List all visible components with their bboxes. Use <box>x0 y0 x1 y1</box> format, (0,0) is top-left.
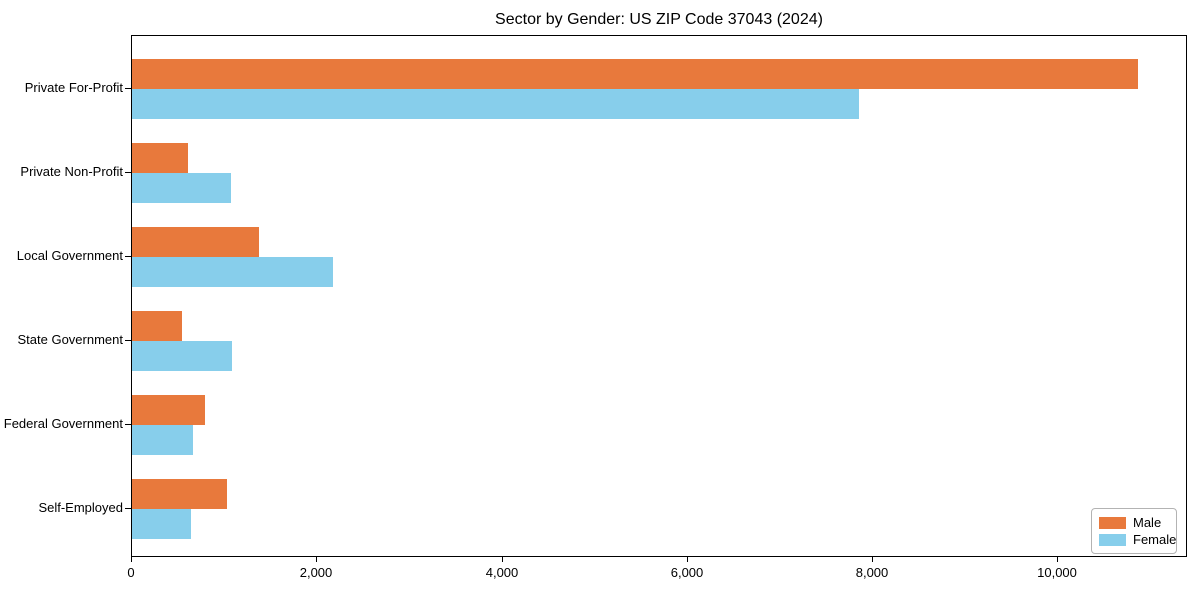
y-tick-label: Self-Employed <box>38 500 123 515</box>
y-tick-mark <box>125 424 131 425</box>
plot-area <box>131 35 1187 557</box>
y-tick-label: Local Government <box>16 248 123 263</box>
legend-label-male: Male <box>1133 515 1162 530</box>
bar-male-3 <box>132 227 259 257</box>
x-tick-label: 6,000 <box>670 565 704 580</box>
x-tick-label: 4,000 <box>485 565 519 580</box>
bar-male-6 <box>132 479 227 509</box>
bar-male-5 <box>132 395 205 425</box>
y-tick-mark <box>125 340 131 341</box>
y-tick-mark <box>125 88 131 89</box>
bar-female-4 <box>132 341 232 371</box>
y-tick-label: State Government <box>17 332 124 347</box>
x-tick-mark <box>1057 557 1058 562</box>
legend-swatch-female <box>1099 533 1126 546</box>
bar-female-6 <box>132 509 191 539</box>
y-tick-label: Private For-Profit <box>24 80 123 95</box>
legend-label-female: Female <box>1133 532 1177 547</box>
legend-swatch-male <box>1099 516 1126 529</box>
y-tick-mark <box>125 172 131 173</box>
y-tick-mark <box>125 256 131 257</box>
x-tick-mark <box>872 557 873 562</box>
bar-female-5 <box>132 425 193 455</box>
x-tick-mark <box>316 557 317 562</box>
x-tick-mark <box>502 557 503 562</box>
y-tick-mark <box>125 508 131 509</box>
bar-male-1 <box>132 59 1138 89</box>
y-tick-label: Federal Government <box>3 416 123 431</box>
bar-male-4 <box>132 311 182 341</box>
x-tick-label: 8,000 <box>855 565 889 580</box>
bar-female-3 <box>132 257 333 287</box>
legend-item-male: Male <box>1099 514 1169 531</box>
chart-title: Sector by Gender: US ZIP Code 37043 (202… <box>495 11 823 28</box>
x-tick-mark <box>131 557 132 562</box>
x-tick-label: 2,000 <box>299 565 333 580</box>
y-tick-label: Private Non-Profit <box>20 164 123 179</box>
legend: Male Female <box>1091 508 1177 554</box>
bar-female-1 <box>132 89 859 119</box>
x-tick-label: 0 <box>127 565 135 580</box>
bar-male-2 <box>132 143 188 173</box>
legend-item-female: Female <box>1099 531 1176 548</box>
x-tick-mark <box>687 557 688 562</box>
bar-female-2 <box>132 173 231 203</box>
x-tick-label: 10,000 <box>1037 565 1077 580</box>
